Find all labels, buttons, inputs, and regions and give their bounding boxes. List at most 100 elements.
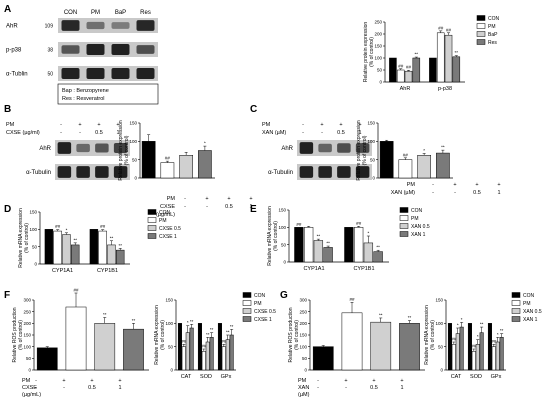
blot-row-label: p-p38	[6, 48, 22, 54]
treatment-value: +	[358, 122, 361, 128]
treatment-value: -	[302, 122, 304, 128]
y-tick-label: 0	[440, 368, 443, 373]
blot-band	[76, 166, 90, 178]
treatment-value: 0.5	[337, 130, 345, 136]
chart-d: 0 50 100 150 Relative mRNA expression (% of c…	[18, 208, 181, 274]
abbrev-res: Res : Resveratrol	[62, 96, 105, 102]
y-tick-label: 150	[129, 121, 137, 126]
blot-band	[86, 44, 105, 55]
blot-band	[95, 143, 109, 153]
blot-band	[61, 68, 80, 79]
y-tick-label: 250	[23, 309, 31, 314]
bar	[495, 341, 500, 371]
significance-mark: **	[376, 245, 380, 250]
bar	[225, 339, 230, 371]
bar	[181, 346, 186, 371]
treatment-label: PM	[298, 378, 307, 384]
significance-mark: ##	[349, 297, 355, 302]
bar	[116, 249, 125, 265]
bar	[197, 323, 202, 371]
significance-mark: **	[455, 50, 459, 55]
blot-strip	[58, 18, 158, 33]
bar	[467, 323, 472, 371]
treatment-label: XAN	[298, 385, 309, 391]
abbrev-bap: Bap : Benzopyrene	[62, 88, 109, 94]
x-tick-label: SOD	[200, 374, 212, 380]
y-axis-label: (% of control)	[24, 223, 30, 253]
blot-strip	[58, 42, 158, 57]
bar	[455, 333, 460, 371]
blot-row-label: α-Tubulin	[268, 170, 293, 176]
treatment-value: -	[60, 122, 62, 128]
y-axis-label: (% of control)	[369, 37, 375, 67]
blot-band	[136, 45, 155, 54]
treatment-value: +	[97, 122, 100, 128]
treatment-value: +	[344, 378, 347, 384]
blot-band	[86, 68, 105, 79]
significance-mark: ##	[471, 344, 477, 349]
y-tick-label: 200	[374, 32, 382, 37]
treatment-value: +	[400, 378, 403, 384]
treatment-value: -	[60, 130, 62, 136]
legend-swatch	[147, 233, 157, 239]
y-axis-label: (% of control)	[124, 135, 130, 165]
y-tick-label: 150	[374, 44, 382, 49]
bar	[123, 328, 144, 371]
legend-swatch	[242, 292, 252, 298]
bar	[487, 323, 492, 371]
panel-letter-c: C	[250, 104, 257, 115]
bar	[221, 346, 226, 371]
legend-label: PM	[254, 301, 262, 307]
treatment-value: -	[454, 190, 456, 196]
x-tick-label: CYP1A1	[303, 266, 324, 272]
x-tick-label: AhR	[400, 86, 411, 92]
panel-letter-f: F	[4, 290, 10, 301]
y-tick-label: 150	[278, 208, 286, 213]
y-tick-label: 100	[374, 56, 382, 61]
bar	[444, 34, 453, 83]
bar	[323, 247, 333, 263]
blot-band	[111, 68, 130, 79]
blot-band	[136, 68, 155, 79]
panel-letter-d: D	[4, 204, 11, 215]
y-axis-label: (% of control)	[294, 320, 300, 350]
treatment-value: 0.5	[88, 385, 96, 391]
y-axis-label: (% of control)	[160, 320, 166, 350]
significance-mark: **	[317, 234, 321, 239]
blot-lane-label: Res	[140, 10, 151, 16]
treatment-value: +	[90, 378, 93, 384]
significance-mark: **	[500, 328, 504, 333]
panel-letter-a: A	[4, 4, 11, 15]
x-tick-label: CAT	[451, 374, 462, 380]
bar	[459, 326, 464, 371]
blot-mw-label: 109	[45, 24, 54, 30]
blot-mw-label: 38	[47, 48, 53, 54]
panel-letter-e: E	[250, 204, 257, 215]
treatment-value: +	[116, 122, 119, 128]
significance-mark: ##	[398, 63, 404, 68]
treatment-value: -	[184, 196, 186, 202]
treatment-value: 0.5	[225, 204, 233, 210]
y-axis-label: (% of control)	[18, 320, 24, 350]
treatment-value: 1	[116, 130, 119, 136]
bar	[499, 337, 504, 371]
treatment-label: XAN (µM)	[391, 190, 415, 196]
significance-mark: ##	[201, 344, 207, 349]
significance-mark: *	[204, 141, 206, 146]
chart-g-right: 0 50 100 150 Relative mRNA expression (% of c…	[424, 292, 542, 380]
treatment-unit: (µg/mL)	[156, 212, 175, 218]
blot-b: AhR α-Tubulin	[26, 140, 130, 180]
blot-row-label: α-Tubulin	[26, 170, 51, 176]
y-axis-label: Relative mRNA expression	[267, 206, 273, 266]
significance-mark: **	[110, 235, 114, 240]
bar	[491, 346, 496, 371]
bar	[447, 323, 452, 371]
bar	[201, 351, 206, 371]
y-tick-label: 100	[299, 344, 307, 349]
treatment-unit: (µg/mL)	[22, 392, 41, 398]
blot-band	[299, 142, 314, 154]
y-axis-label: (% of control)	[362, 135, 368, 165]
bar	[479, 332, 484, 371]
y-tick-label: 50	[438, 344, 444, 349]
blot-band	[57, 142, 72, 154]
